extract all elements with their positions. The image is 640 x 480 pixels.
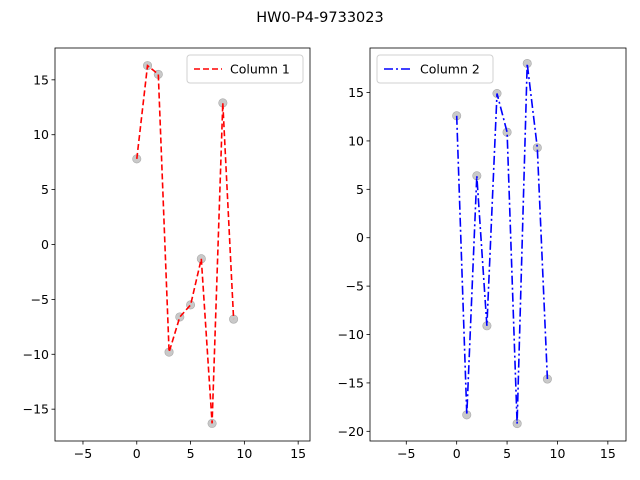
- x-tick-label: 10: [550, 446, 566, 461]
- x-tick-label: 0: [453, 446, 461, 461]
- y-tick-label: 0: [356, 230, 364, 245]
- y-tick-label: 10: [348, 133, 364, 148]
- series-line: [455, 63, 549, 424]
- x-tick-label: −5: [74, 446, 92, 461]
- x-tick-label: 10: [236, 446, 252, 461]
- y-tick-label: −5: [31, 292, 49, 307]
- x-tick-label: −5: [397, 446, 415, 461]
- x-tick-label: 5: [187, 446, 195, 461]
- y-tick-label: −10: [23, 347, 49, 362]
- y-tick-label: −10: [338, 327, 364, 342]
- legend-label: Column 1: [230, 62, 290, 77]
- figure-title: HW0-P4-9733023: [256, 10, 383, 26]
- y-tick-label: 10: [33, 127, 49, 142]
- legend-box: [376, 54, 494, 84]
- y-tick-label: 0: [41, 237, 49, 252]
- x-tick-label: 5: [503, 446, 511, 461]
- left-subplot: −5 0 5 10 15 −15 −10 −5 0 5 10 15 Column 1: [23, 47, 311, 461]
- y-tick-label: −15: [338, 375, 364, 390]
- y-tick-label: −5: [346, 279, 364, 294]
- right-subplot: −5 0 5 10 15 −20 −15 −10 −5 0 5 10 15 Column 2: [338, 47, 627, 461]
- x-tick-label: 15: [600, 446, 616, 461]
- y-tick-label: 5: [356, 182, 364, 197]
- x-tick-label: 15: [290, 446, 306, 461]
- x-tick-label: 0: [133, 446, 141, 461]
- y-tick-label: −20: [338, 424, 364, 439]
- data-point: [229, 314, 239, 324]
- plot-frame: [369, 47, 627, 442]
- legend-box: [186, 54, 304, 84]
- y-tick-label: 15: [33, 72, 49, 87]
- y-tick-label: 5: [41, 182, 49, 197]
- y-tick-label: −15: [23, 402, 49, 417]
- series-line: [136, 64, 235, 424]
- legend-label: Column 2: [420, 62, 480, 77]
- y-tick-label: 15: [348, 85, 364, 100]
